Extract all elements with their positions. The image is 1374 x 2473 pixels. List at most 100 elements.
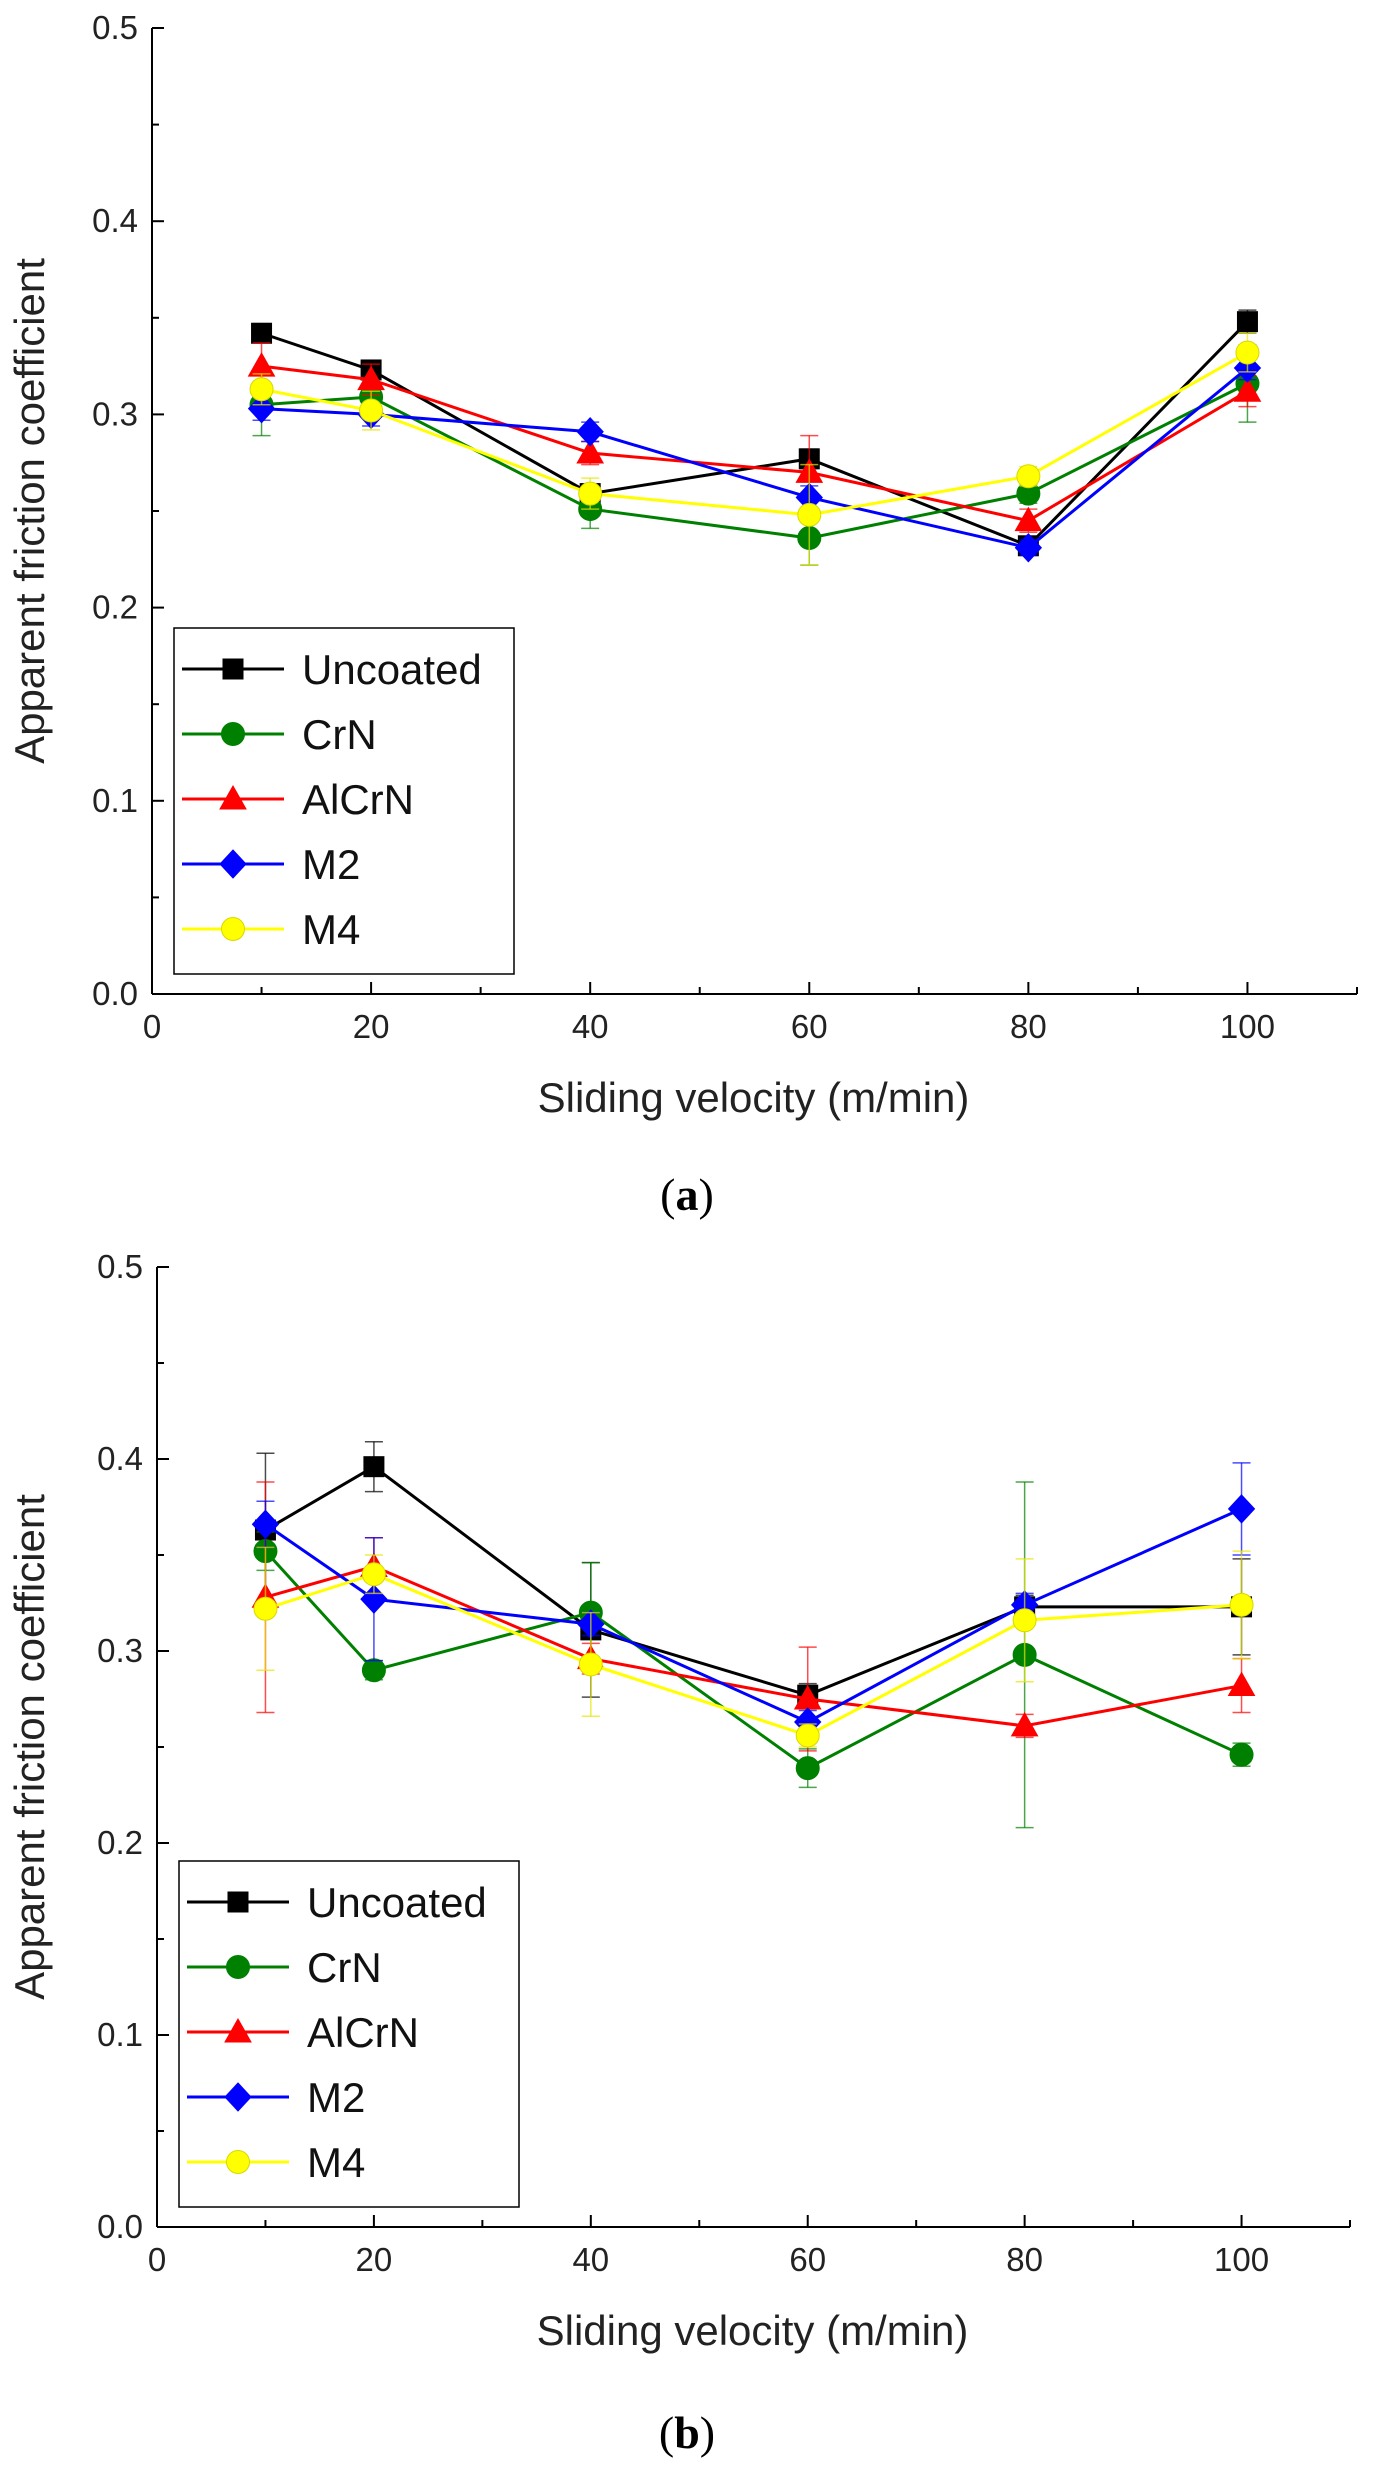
data-point bbox=[1235, 340, 1260, 365]
data-point bbox=[576, 439, 605, 464]
data-point bbox=[1227, 1671, 1256, 1697]
y-tick-label: 0.4 bbox=[97, 1440, 143, 1477]
data-point bbox=[360, 1584, 388, 1614]
data-point bbox=[251, 1509, 280, 1540]
legend-marker bbox=[219, 784, 247, 810]
legend-marker bbox=[226, 1955, 250, 1979]
series-line bbox=[261, 320, 1249, 548]
data-point bbox=[247, 352, 276, 377]
series-crn bbox=[249, 344, 1260, 566]
plot-area: 0.0 0.1 0.2 0.3 0.4 0.5 0 20 40 60 80 100 Sliding ve… bbox=[6, 9, 1358, 1121]
x-tick-label: 0 bbox=[148, 2241, 166, 2278]
data-point bbox=[361, 1562, 386, 1587]
series-uncoated bbox=[254, 1440, 1253, 1708]
y-tick-label: 0.0 bbox=[97, 2208, 143, 2245]
series-m4 bbox=[253, 1546, 1254, 1748]
chart-panel-b: 0.0 0.1 0.2 0.3 0.4 0.5 0 20 40 60 80 100 Sliding ve… bbox=[6, 1248, 1351, 2458]
legend: Uncoated CrN AlCrN M2 M4 bbox=[173, 627, 515, 975]
data-point bbox=[357, 365, 385, 391]
y-tick-label: 0.4 bbox=[92, 202, 138, 239]
series-line bbox=[261, 364, 1249, 523]
data-point bbox=[249, 377, 274, 402]
x-tick-label: 40 bbox=[572, 1008, 609, 1045]
series-line bbox=[264, 1464, 1242, 1697]
legend-marker bbox=[224, 2017, 252, 2043]
legend-label: M4 bbox=[307, 2139, 365, 2186]
legend-label: AlCrN bbox=[302, 776, 414, 823]
data-point bbox=[797, 502, 822, 527]
y-axis-label: Apparent friction coefficient bbox=[6, 258, 53, 764]
series-crn bbox=[253, 1481, 1254, 1829]
data-point bbox=[576, 417, 604, 447]
legend-label: M2 bbox=[302, 841, 360, 888]
series-alcrn bbox=[247, 342, 1262, 534]
plot-area: 0.0 0.1 0.2 0.3 0.4 0.5 0 20 40 60 80 100 Sliding ve… bbox=[6, 1248, 1351, 2354]
x-tick-label: 80 bbox=[1010, 1008, 1047, 1045]
y-tick-label: 0.5 bbox=[92, 9, 138, 46]
data-point bbox=[1236, 311, 1258, 333]
legend-label: AlCrN bbox=[307, 2009, 419, 2056]
legend-marker bbox=[227, 1891, 249, 1913]
data-point bbox=[247, 393, 276, 424]
x-axis-label: Sliding velocity (m/min) bbox=[537, 2307, 969, 2354]
legend-marker bbox=[222, 658, 244, 680]
legend-label: M2 bbox=[307, 2074, 365, 2121]
series-line bbox=[264, 1572, 1242, 1738]
y-tick-label: 0.2 bbox=[97, 1824, 143, 1861]
data-point bbox=[578, 1652, 603, 1677]
series-alcrn bbox=[251, 1481, 1256, 1752]
y-tick-label: 0.5 bbox=[97, 1248, 143, 1285]
legend-label: CrN bbox=[302, 711, 377, 758]
data-point bbox=[1010, 1711, 1039, 1737]
y-tick-label: 0.1 bbox=[92, 782, 138, 819]
chart-panel-a: 0.0 0.1 0.2 0.3 0.4 0.5 0 20 40 60 80 100 Sliding ve… bbox=[6, 9, 1358, 1220]
y-tick-label: 0.3 bbox=[92, 395, 138, 432]
data-point bbox=[359, 398, 384, 423]
legend-marker bbox=[224, 2082, 252, 2112]
legend-marker bbox=[226, 2150, 250, 2174]
data-point bbox=[1229, 1592, 1254, 1617]
series-line bbox=[264, 1550, 1243, 1770]
y-tick-label: 0.2 bbox=[92, 589, 138, 626]
data-point bbox=[795, 1723, 820, 1748]
data-point bbox=[795, 1756, 820, 1781]
x-tick-label: 100 bbox=[1214, 2241, 1269, 2278]
data-point bbox=[1014, 506, 1043, 532]
y-axis-label: Apparent friction coefficient bbox=[6, 1494, 53, 2000]
legend-label: M4 bbox=[302, 906, 360, 953]
x-axis-label: Sliding velocity (m/min) bbox=[538, 1074, 970, 1121]
x-tick-label: 60 bbox=[789, 2241, 826, 2278]
x-tick-label: 20 bbox=[356, 2241, 393, 2278]
x-tick-label: 100 bbox=[1220, 1008, 1275, 1045]
data-point bbox=[1229, 1742, 1254, 1767]
series-line bbox=[264, 1507, 1243, 1724]
legend-marker bbox=[219, 849, 247, 879]
x-tick-label: 0 bbox=[143, 1008, 161, 1045]
series-m4 bbox=[249, 332, 1260, 566]
legend-label: Uncoated bbox=[302, 646, 482, 693]
data-point bbox=[1016, 464, 1041, 489]
legend-marker bbox=[221, 917, 245, 941]
panel-label-b: (b) bbox=[659, 2407, 715, 2458]
x-tick-label: 60 bbox=[791, 1008, 828, 1045]
x-tick-label: 40 bbox=[572, 2241, 609, 2278]
series-line bbox=[261, 366, 1249, 550]
y-tick-label: 0.3 bbox=[97, 1632, 143, 1669]
data-point bbox=[1014, 532, 1043, 563]
y-tick-label: 0.1 bbox=[97, 2016, 143, 2053]
x-tick-label: 20 bbox=[353, 1008, 390, 1045]
data-point bbox=[578, 481, 603, 506]
data-point bbox=[253, 1596, 278, 1621]
panel-label-a: (a) bbox=[660, 1169, 714, 1220]
data-point bbox=[1012, 1608, 1037, 1633]
series-line bbox=[261, 382, 1249, 540]
legend-label: Uncoated bbox=[307, 1879, 487, 1926]
y-tick-label: 0.0 bbox=[92, 975, 138, 1012]
data-point bbox=[1233, 377, 1262, 402]
legend-label: CrN bbox=[307, 1944, 382, 1991]
legend-marker bbox=[221, 722, 245, 746]
series-line bbox=[265, 1564, 1242, 1728]
data-point bbox=[363, 1456, 385, 1478]
x-tick-label: 80 bbox=[1006, 2241, 1043, 2278]
